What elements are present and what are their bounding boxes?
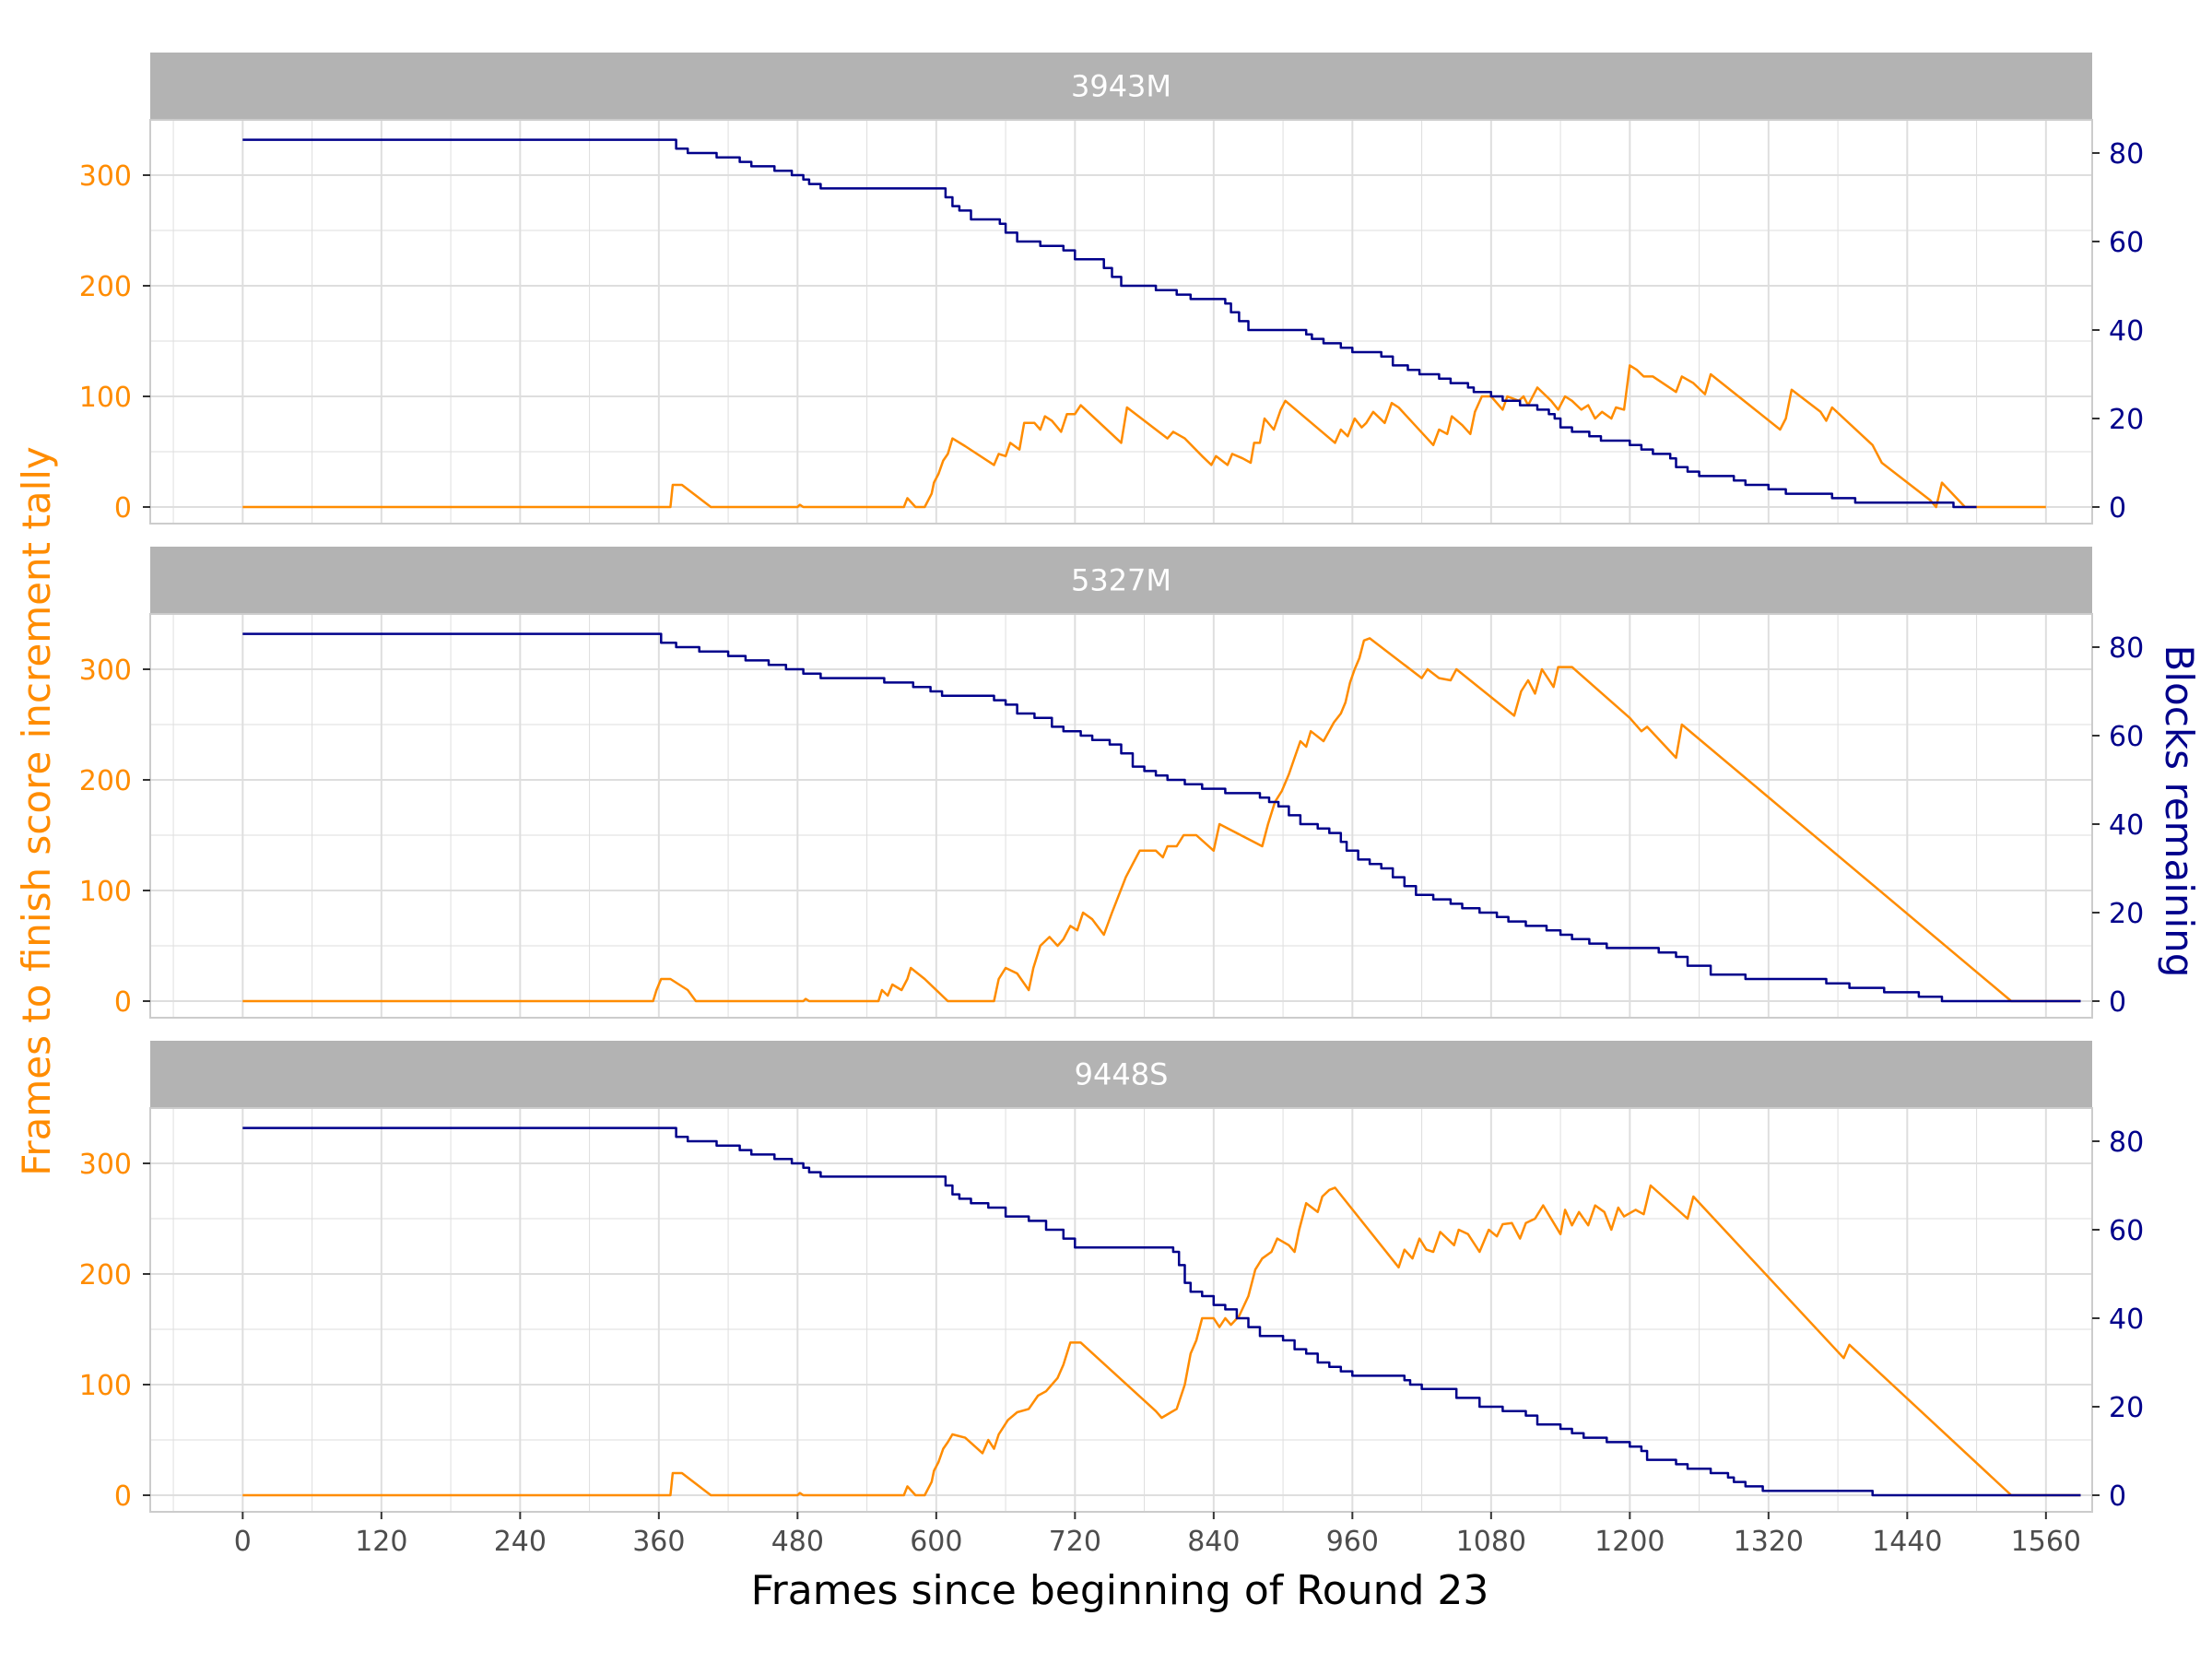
panel-strip-label: 9448S xyxy=(1075,1057,1169,1092)
x-axis-tick-label: 1200 xyxy=(1594,1526,1665,1558)
x-axis-tick-label: 360 xyxy=(632,1526,685,1558)
panel-strip-label: 3943M xyxy=(1071,69,1171,104)
left-axis-tick-label: 200 xyxy=(79,271,132,303)
left-axis-title: Frames to finish score increment tally xyxy=(14,446,59,1176)
left-axis-tick-label: 200 xyxy=(79,1259,132,1291)
left-axis-tick-label: 300 xyxy=(79,160,132,193)
blocks-series-line xyxy=(242,1126,2081,1497)
panel-border xyxy=(149,1107,2093,1513)
blocks-series-line xyxy=(242,632,2081,1003)
x-axis-tick-label: 960 xyxy=(1326,1526,1379,1558)
tally-series-line xyxy=(242,1184,2081,1497)
panel-strip xyxy=(150,1041,2092,1108)
panel-border xyxy=(149,613,2093,1019)
x-axis-tick-label: 1320 xyxy=(1734,1526,1804,1558)
right-axis-tick-label: 40 xyxy=(2109,1303,2144,1336)
x-axis-tick-label: 240 xyxy=(494,1526,547,1558)
x-axis-tick-label: 600 xyxy=(910,1526,962,1558)
right-axis-tick-label: 80 xyxy=(2109,632,2144,665)
x-axis-tick-label: 1440 xyxy=(1872,1526,1942,1558)
right-axis-tick-label: 0 xyxy=(2109,1480,2126,1513)
x-axis-tick-label: 120 xyxy=(355,1526,407,1558)
blocks-series-line xyxy=(242,138,1977,509)
left-axis-tick-label: 300 xyxy=(79,1149,132,1181)
panel-border xyxy=(149,119,2093,525)
panel-3943M: 3943M 0 100 200 300 0 20 40 60 80 xyxy=(79,53,2144,525)
right-axis-tick-label: 60 xyxy=(2109,721,2144,753)
tally-series-line xyxy=(242,637,2081,1003)
panel-strip xyxy=(150,547,2092,614)
left-axis-tick-label: 300 xyxy=(79,655,132,687)
x-axis-title: Frames since beginning of Round 23 xyxy=(751,1567,1489,1614)
x-axis-tick-label: 480 xyxy=(771,1526,824,1558)
panels-layer: 3943M01002003000204060805327M01002003000… xyxy=(79,53,2144,1513)
right-axis-tick-label: 20 xyxy=(2109,1392,2144,1424)
x-axis-tick-label: 1560 xyxy=(2011,1526,2081,1558)
left-axis-tick-label: 100 xyxy=(79,1370,132,1402)
panel-9448S: 9448S 0 100 200 300 0 20 40 60 80 xyxy=(79,1041,2144,1513)
tally-series-line xyxy=(242,364,2046,509)
right-axis-tick-label: 40 xyxy=(2109,315,2144,348)
right-axis-tick-label: 0 xyxy=(2109,986,2126,1019)
left-axis-tick-label: 0 xyxy=(114,1480,132,1513)
right-axis-tick-label: 80 xyxy=(2109,1126,2144,1159)
left-axis-tick-label: 100 xyxy=(79,382,132,414)
left-axis-tick-label: 200 xyxy=(79,765,132,797)
panel-strip-label: 5327M xyxy=(1071,563,1171,598)
right-axis-tick-label: 60 xyxy=(2109,227,2144,259)
right-axis-title: Blocks remaining xyxy=(2157,645,2202,978)
right-axis-tick-label: 0 xyxy=(2109,492,2126,525)
right-axis-tick-label: 40 xyxy=(2109,809,2144,842)
left-axis-tick-label: 0 xyxy=(114,986,132,1019)
panel-5327M: 5327M 0 100 200 300 0 20 40 60 80 xyxy=(79,547,2144,1019)
x-axis-tick-label: 1080 xyxy=(1456,1526,1526,1558)
panel-strip xyxy=(150,53,2092,120)
right-axis-tick-label: 20 xyxy=(2109,404,2144,436)
x-axis-tick-label: 0 xyxy=(234,1526,252,1558)
x-axis-tick-label: 840 xyxy=(1187,1526,1240,1558)
right-axis-tick-label: 80 xyxy=(2109,138,2144,171)
left-axis-tick-label: 100 xyxy=(79,876,132,908)
left-axis-tick-label: 0 xyxy=(114,492,132,525)
axis-layer: 0 120 240 360 480 600 720 840 960 1080 1200 1320 144… xyxy=(234,1512,2081,1558)
x-axis-tick-label: 720 xyxy=(1049,1526,1101,1558)
right-axis-tick-label: 60 xyxy=(2109,1215,2144,1247)
right-axis-tick-label: 20 xyxy=(2109,898,2144,930)
